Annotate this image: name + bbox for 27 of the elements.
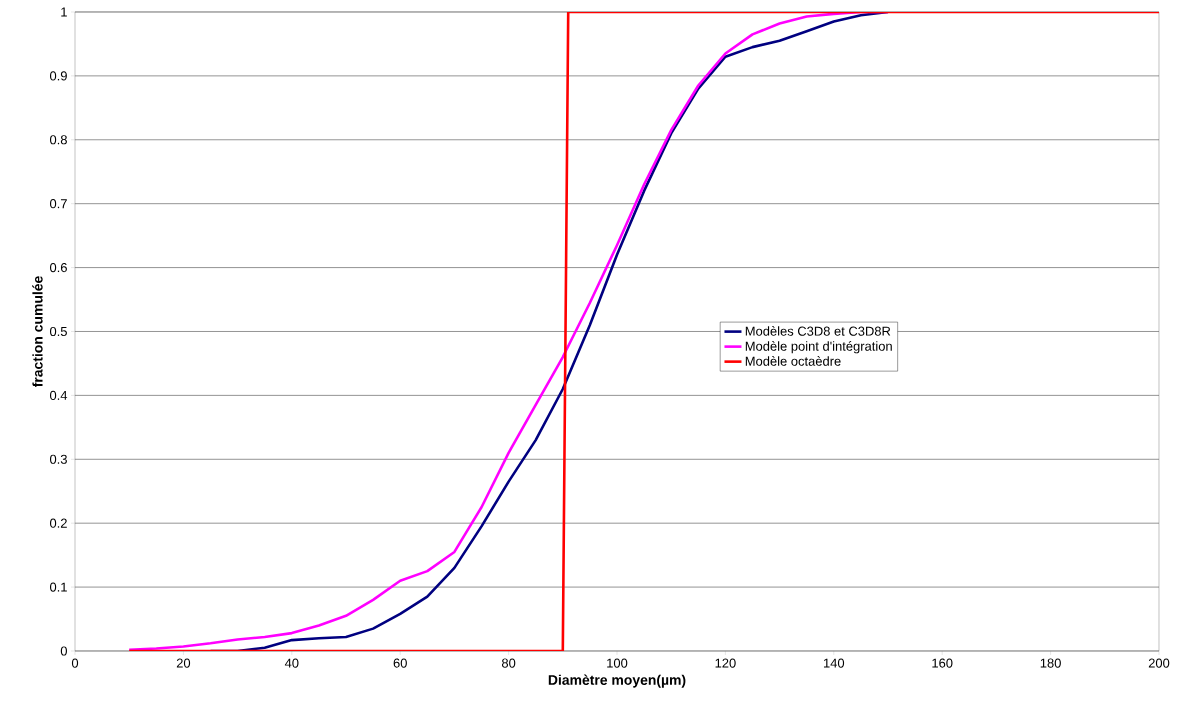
x-tick-label: 120 bbox=[715, 658, 736, 668]
x-tick-label: 80 bbox=[501, 658, 516, 668]
x-tick-label: 60 bbox=[393, 658, 407, 668]
legend-label: Modèles C3D8 et C3D8R bbox=[745, 326, 891, 336]
legend-label: Modèle point d'intégration bbox=[745, 341, 892, 354]
y-tick-label: 0.9 bbox=[49, 71, 67, 81]
x-axis-title: Diamètre moyen(µm) bbox=[548, 674, 686, 688]
y-tick-label: 0.5 bbox=[49, 326, 67, 337]
legend-label: Modèle octaèdre bbox=[745, 356, 841, 366]
y-tick-label: 0.8 bbox=[49, 135, 67, 145]
y-tick-label: 0.4 bbox=[49, 390, 68, 400]
x-tick-label: 0 bbox=[71, 658, 79, 668]
x-tick-label: 100 bbox=[607, 658, 628, 668]
y-axis-title: fraction cumulée bbox=[32, 276, 43, 388]
x-tick-label: 180 bbox=[1040, 658, 1061, 668]
y-tick-label: 0.7 bbox=[49, 199, 67, 209]
y-tick-label: 0.3 bbox=[49, 454, 67, 464]
y-tick-label: 0.2 bbox=[49, 518, 67, 528]
y-tick-label: 0.1 bbox=[49, 582, 67, 592]
y-tick-label: 1 bbox=[61, 7, 67, 17]
x-tick-label: 160 bbox=[932, 658, 953, 668]
x-tick-label: 140 bbox=[823, 658, 845, 668]
x-tick-label: 200 bbox=[1148, 658, 1170, 668]
x-tick-label: 40 bbox=[284, 658, 299, 668]
y-tick-label: 0 bbox=[60, 646, 67, 656]
y-tick-label: 0.6 bbox=[49, 262, 67, 273]
x-tick-label: 20 bbox=[176, 658, 191, 668]
